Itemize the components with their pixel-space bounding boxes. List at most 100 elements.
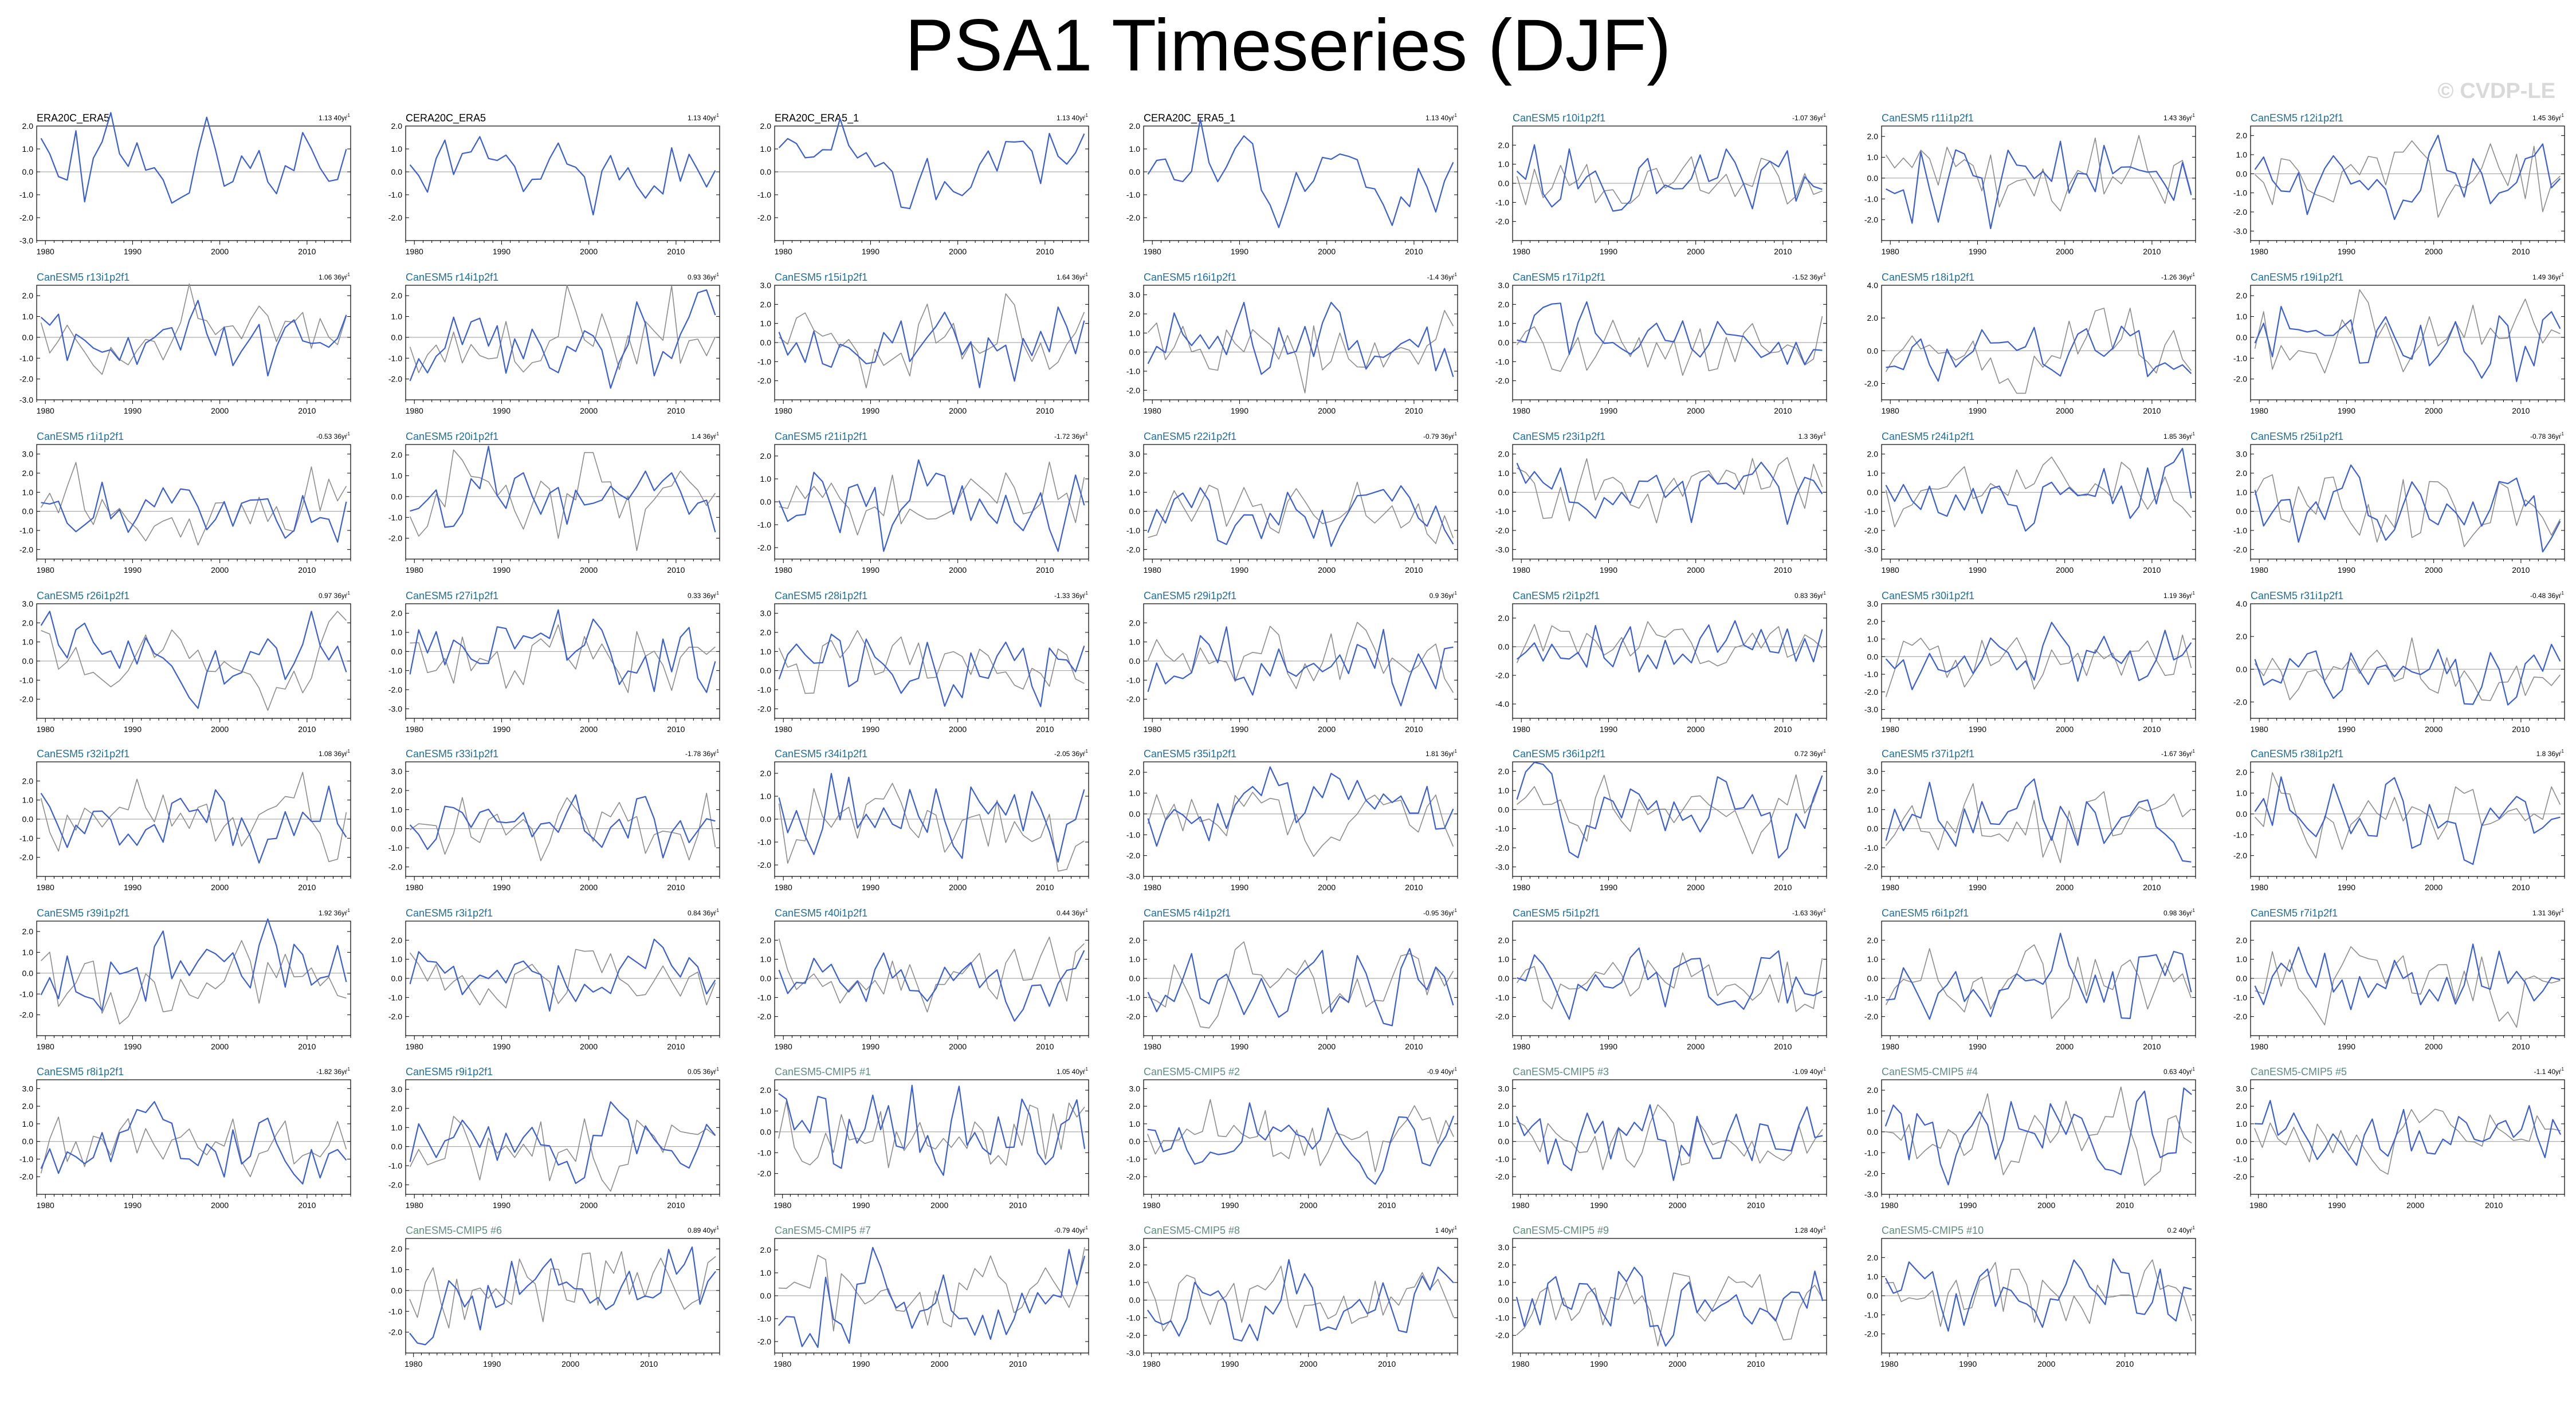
trend-label: -1.07 36yr	[1792, 114, 1823, 122]
trend-exponent: -1	[2560, 431, 2565, 436]
y-tick-label: -2.0	[388, 1328, 402, 1337]
y-tick-label: 1.0	[391, 144, 403, 154]
chart-panel-24: CanESM5 r28i1p2f1 -1.33 36yr-1 3.0 2.0 1.0 0.…	[757, 590, 1089, 734]
x-tick-label: 2000	[1668, 1201, 1686, 1210]
x-tick-label: 2010	[1405, 247, 1423, 256]
obs-series-line	[41, 611, 347, 711]
x-tick-label: 2010	[2512, 1042, 2530, 1051]
model-series-line	[2254, 1100, 2562, 1166]
trend-label: 1.81 36yr	[1426, 750, 1454, 758]
chart-panel-40: CanESM5 r5i1p2f1 -1.63 36yr-1 2.0 1.0 0.0 -1.…	[1495, 907, 1827, 1051]
y-tick-label: 0.0	[1498, 487, 1510, 497]
model-series-line	[778, 459, 1085, 552]
chart-panel-10: CanESM5 r15i1p2f1 1.64 36yr-1 3.0 2.0 1.0 0.0…	[757, 272, 1089, 415]
x-tick-label: 2000	[1687, 883, 1705, 892]
obs-series-line	[1885, 1259, 2192, 1327]
y-tick-label: -1.0	[1495, 993, 1509, 1002]
y-tick-label: 1.0	[2236, 1119, 2248, 1128]
y-tick-label: 0.0	[1867, 1291, 1879, 1300]
trend-exponent: -1	[715, 591, 720, 596]
x-tick-label: 1990	[1231, 725, 1248, 734]
plot-frame	[36, 125, 351, 241]
x-tick-label: 1990	[1231, 565, 1248, 575]
y-tick-label: 2.0	[1867, 450, 1879, 459]
y-tick-label: 3.0	[391, 1085, 403, 1094]
obs-series-line	[1148, 310, 1454, 394]
trend-label: 1.13 40yr	[1426, 114, 1454, 122]
y-tick-label: -1.0	[388, 843, 402, 852]
model-series-line	[778, 950, 1085, 1022]
x-tick-label: 2010	[667, 725, 685, 734]
chart-panel-47: CanESM5-CMIP5 #3 -1.09 40yr-1 3.0 2.0 1.0 0.0…	[1495, 1066, 1827, 1210]
trend-exponent: -1	[346, 1067, 351, 1072]
trend-exponent: -1	[1822, 113, 1827, 118]
y-tick-label: 2.0	[760, 300, 772, 309]
obs-series-line	[1516, 316, 1823, 376]
x-tick-label: 2010	[1036, 406, 1054, 415]
x-tick-label: 1980	[37, 883, 54, 892]
y-tick-label: 0.0	[22, 656, 34, 666]
y-tick-label: -1.0	[2233, 526, 2247, 535]
x-tick-label: 1980	[1142, 1201, 1160, 1210]
y-tick-label: 3.0	[22, 599, 34, 608]
y-tick-label: 1.0	[760, 955, 772, 964]
model-series-line	[2254, 643, 2561, 706]
y-tick-label: -4.0	[1495, 699, 1509, 709]
plot-frame	[405, 444, 720, 560]
x-tick-label: 2000	[1668, 1359, 1686, 1368]
obs-series-line	[1147, 1099, 1454, 1173]
panel-title: CanESM5 r39i1p2f1	[37, 907, 129, 919]
panel-title: CanESM5 r8i1p2f1	[37, 1066, 124, 1077]
obs-series-line	[41, 940, 347, 1025]
trend-exponent: -1	[1084, 908, 1089, 913]
x-tick-label: 2000	[1318, 883, 1336, 892]
x-tick-label: 2000	[2425, 406, 2443, 415]
trend-exponent: -1	[1453, 908, 1458, 913]
panel-title: CanESM5 r9i1p2f1	[406, 1066, 493, 1077]
y-tick-label: 2.0	[1498, 140, 1510, 150]
chart-panel-36: CanESM5 r39i1p2f1 1.92 36yr-1 2.0 1.0 0.0 -1.…	[19, 907, 351, 1051]
y-tick-label: -2.0	[1126, 1012, 1140, 1021]
model-series-line	[41, 481, 347, 543]
x-tick-label: 2000	[1318, 406, 1336, 415]
x-tick-label: 2010	[1747, 1359, 1765, 1368]
model-series-line	[1884, 1087, 2192, 1186]
plot-frame	[1881, 1079, 2196, 1195]
y-tick-label: 0.0	[1867, 174, 1879, 183]
x-tick-label: 1980	[775, 1042, 792, 1051]
trend-label: 1.08 36yr	[319, 750, 347, 758]
plot-frame	[36, 921, 351, 1036]
x-tick-label: 2010	[1774, 565, 1792, 575]
y-tick-label: -1.0	[1495, 198, 1509, 207]
model-series-line	[778, 634, 1085, 707]
model-series-line	[40, 1101, 347, 1185]
x-tick-label: 1990	[1221, 1201, 1239, 1210]
chart-panel-28: CanESM5 r31i1p2f1 -0.48 36yr-1 4.0 2.0 0.0 -2…	[2233, 590, 2565, 734]
trend-exponent: -1	[1453, 1067, 1458, 1072]
x-tick-label: 2010	[1405, 725, 1423, 734]
y-tick-label: -3.0	[2233, 226, 2247, 235]
y-tick-label: 1.0	[1498, 469, 1510, 478]
y-tick-label: -1.0	[1126, 526, 1140, 535]
y-tick-label: -2.0	[1864, 862, 1878, 871]
trend-label: 1.13 40yr	[1057, 114, 1085, 122]
obs-series-line	[1885, 308, 2192, 394]
y-tick-label: -1.0	[388, 190, 402, 199]
y-tick-label: -1.0	[1864, 1310, 1878, 1319]
x-tick-label: 1990	[1231, 883, 1248, 892]
model-series-line	[409, 136, 716, 216]
y-tick-label: -1.0	[388, 353, 402, 363]
y-tick-label: -1.0	[1126, 830, 1140, 839]
x-tick-label: 2010	[1774, 247, 1792, 256]
x-tick-label: 1980	[1511, 1201, 1529, 1210]
y-tick-label: 2.0	[1498, 1260, 1510, 1269]
plot-frame	[1143, 1079, 1458, 1195]
y-tick-label: 1.0	[2236, 955, 2248, 964]
plot-frame	[2250, 444, 2565, 560]
y-tick-label: 1.0	[1867, 955, 1879, 964]
trend-exponent: -1	[1822, 1225, 1827, 1230]
y-tick-label: -2.0	[1864, 215, 1878, 225]
trend-exponent: -1	[2191, 1225, 2196, 1230]
y-tick-label: -1.0	[1864, 1148, 1878, 1157]
y-tick-label: -2.0	[1864, 687, 1878, 697]
